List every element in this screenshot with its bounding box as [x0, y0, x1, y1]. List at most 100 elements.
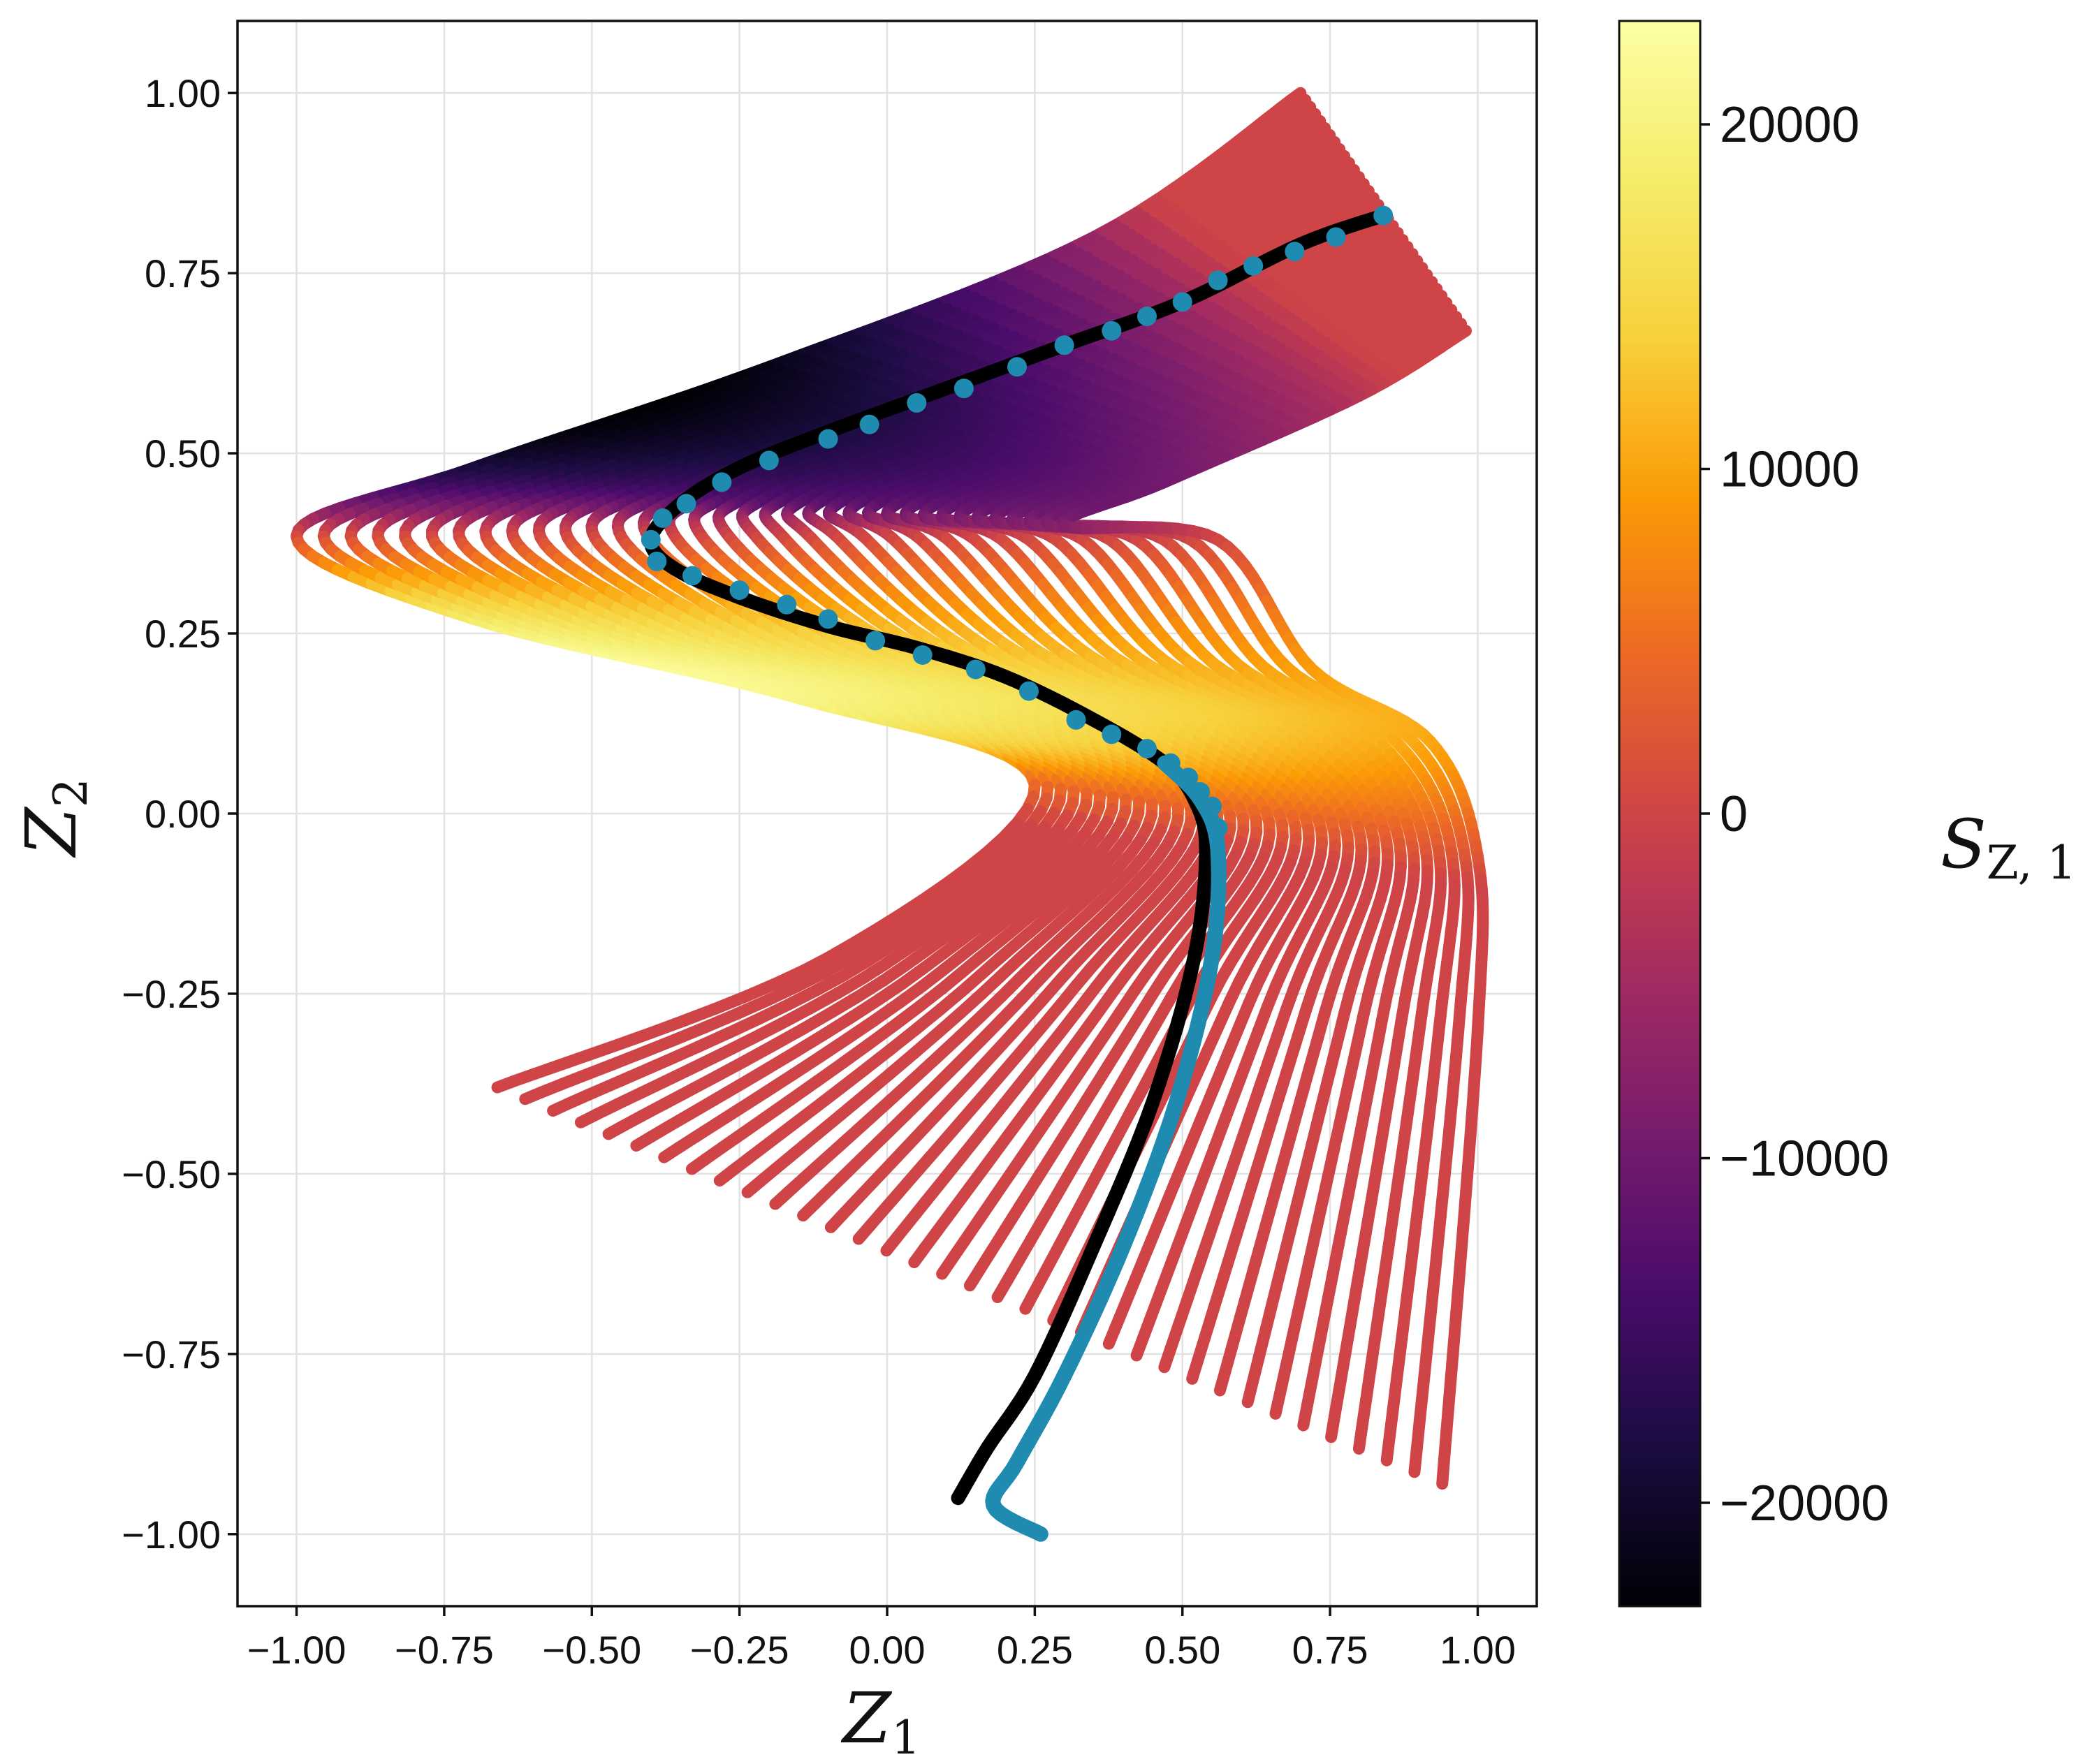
- family-curve-segment: [491, 1075, 520, 1094]
- highlighted-paths: [641, 205, 1394, 1542]
- family-curve-segment: [1179, 1186, 1204, 1232]
- family-curve: [953, 283, 1443, 1420]
- family-curve-segment: [963, 1265, 985, 1292]
- family-curve-segment: [1401, 1247, 1419, 1303]
- tracked-path-marker: [1202, 796, 1222, 816]
- tracked-path-marker: [1208, 818, 1228, 838]
- family-curve-segment: [1371, 1283, 1389, 1335]
- tracked-path-marker: [1178, 767, 1199, 788]
- tracked-path-marker: [1208, 270, 1228, 291]
- tracked-path-marker: [965, 659, 986, 679]
- family-curve-segment: [1269, 1251, 1290, 1300]
- family-curve-segment: [1262, 1092, 1285, 1139]
- family-curve-segment: [1422, 1082, 1439, 1132]
- family-curve-segment: [1457, 1171, 1473, 1228]
- family-curve: [1023, 311, 1463, 1467]
- tracked-path-marker: [953, 378, 974, 399]
- family-curve-segment: [1352, 1421, 1368, 1455]
- family-curve-segment: [1228, 1199, 1252, 1248]
- colorbar-label-subscript: Z, 1: [1987, 836, 2077, 890]
- tracked-path-marker: [1018, 681, 1039, 701]
- family-curve: [935, 276, 1438, 1409]
- family-curve-segment: [741, 1175, 766, 1198]
- family-curve: [1058, 325, 1489, 1490]
- family-curve-segment: [658, 1142, 684, 1163]
- colorbar: [1618, 20, 1702, 1608]
- family-curve-segment: [1379, 1075, 1398, 1124]
- family-curve-segment: [1450, 1261, 1466, 1318]
- family-curve-segment: [1365, 1323, 1382, 1373]
- tracked-path-marker: [712, 472, 732, 492]
- family-curve-segment: [1376, 1241, 1395, 1295]
- family-curve-segment: [1343, 1146, 1363, 1198]
- curve-family: [291, 87, 1489, 1490]
- family-curve: [862, 248, 1419, 1362]
- colorbar-tick-label: 10000: [1720, 442, 1859, 498]
- tracked-path-marker: [859, 414, 879, 434]
- family-curve-segment: [1417, 1119, 1434, 1173]
- tracked-path-marker: [907, 392, 927, 413]
- x-tick-label: 0.25: [997, 1628, 1073, 1672]
- tracked-path-marker: [1007, 357, 1027, 377]
- x-tick-label: −0.25: [690, 1628, 789, 1672]
- family-curve-segment: [1287, 1175, 1309, 1226]
- family-curve-segment: [1306, 1099, 1328, 1149]
- family-curve: [900, 262, 1428, 1385]
- family-curve-segment: [1436, 1455, 1450, 1490]
- family-curve-segment: [1102, 1321, 1122, 1350]
- family-curve-segment: [1406, 1204, 1424, 1260]
- family-curve-segment: [1320, 1267, 1339, 1318]
- tracked-path-marker: [1102, 321, 1122, 341]
- family-curve-segment: [1461, 1128, 1477, 1183]
- family-curve-segment: [852, 1220, 876, 1245]
- x-tick-label: 0.50: [1144, 1628, 1220, 1672]
- family-curve-segment: [1408, 1443, 1423, 1478]
- tracked-path-marker: [818, 609, 838, 629]
- y-axis-ticks: −1.00 −0.75 −0.50 −0.25 0.00 0.25 0.50 0.75 1.00: [122, 71, 238, 1557]
- tracked-path-marker: [1285, 242, 1305, 262]
- family-curve-segment: [519, 1086, 548, 1105]
- tracked-path-marker: [1190, 782, 1211, 802]
- family-curve-segment: [797, 1198, 821, 1222]
- tracked-path-marker: [759, 450, 779, 471]
- family-curve-segment: [713, 1164, 739, 1187]
- family-curve-segment: [1350, 1108, 1371, 1159]
- x-tick-label: 1.00: [1440, 1628, 1516, 1672]
- family-curve-segment: [1296, 1136, 1319, 1187]
- family-curve-segment: [1239, 1163, 1263, 1212]
- x-tick-label: −0.75: [395, 1628, 494, 1672]
- colorbar-tick-label: 0: [1720, 786, 1748, 842]
- family-curve-segment: [1182, 1112, 1208, 1157]
- y-tick-label: 0.00: [145, 792, 221, 836]
- family-curve-segment: [1421, 1298, 1438, 1353]
- family-curve: [988, 297, 1453, 1443]
- family-curve-segment: [1454, 1216, 1470, 1274]
- family-curve-segment: [1443, 1349, 1459, 1402]
- family-curve-segment: [1430, 1210, 1447, 1267]
- colorbar-tick-label: −10000: [1720, 1131, 1889, 1186]
- family-curve-segment: [602, 1119, 629, 1140]
- y-tick-label: −0.75: [122, 1332, 221, 1376]
- x-tick-label: −1.00: [247, 1628, 346, 1672]
- family-curve-segment: [1302, 1220, 1323, 1272]
- tracked-path-marker: [682, 566, 702, 586]
- family-curve-segment: [1447, 1306, 1463, 1362]
- family-curve-segment: [991, 1276, 1013, 1303]
- tracked-path-marker: [1172, 292, 1192, 312]
- tracked-path-marker: [912, 645, 933, 665]
- family-curve-segment: [936, 1254, 958, 1280]
- family-curve: [802, 227, 1404, 1327]
- family-curve-segment: [1192, 1151, 1217, 1198]
- family-curve-segment: [1278, 1213, 1299, 1263]
- tracked-path-marker: [865, 631, 886, 651]
- tracked-path-marker: [676, 494, 696, 514]
- family-curve-segment: [1227, 1122, 1252, 1169]
- x-tick-label: 0.00: [849, 1628, 926, 1672]
- family-curve-segment: [1345, 1274, 1364, 1327]
- family-curve-segment: [1380, 1432, 1396, 1467]
- tracked-path-marker: [1373, 205, 1394, 226]
- family-curve-segment: [1439, 1124, 1456, 1178]
- family-curve-segment: [1434, 1166, 1452, 1222]
- y-axis-label: Z2: [10, 778, 98, 858]
- family-curve-segment: [1328, 1103, 1349, 1154]
